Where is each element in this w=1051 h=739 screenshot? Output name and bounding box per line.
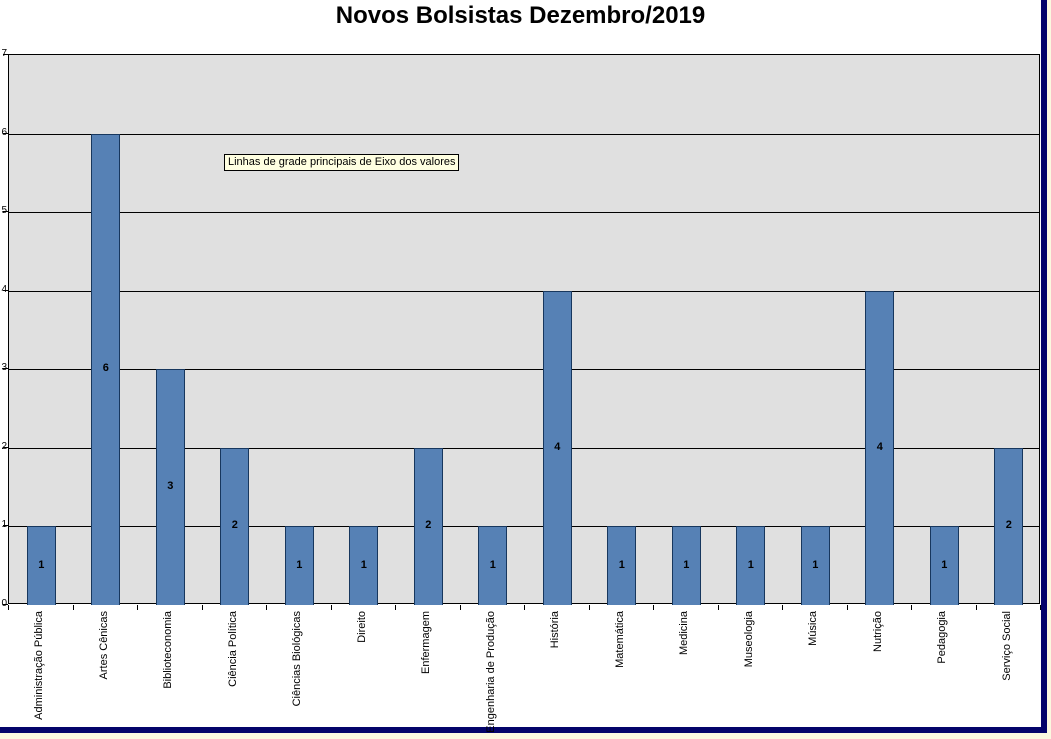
x-tick-mark [911, 605, 912, 610]
major-gridline-4[interactable] [9, 290, 1039, 292]
y-axis-label-5: 5 [1, 205, 7, 217]
y-tick-mark [3, 604, 8, 605]
bar-matematica[interactable] [607, 526, 637, 605]
data-label-medicina[interactable]: 1 [683, 558, 690, 571]
x-tick-mark [588, 605, 590, 610]
y-tick-mark [3, 211, 8, 213]
x-tick-mark [846, 605, 848, 610]
data-label-direito[interactable]: 1 [360, 558, 367, 571]
x-axis-label-enfermagem[interactable]: Enfermagem [420, 611, 433, 674]
major-gridline-6[interactable] [9, 133, 1039, 135]
data-label-engenharia-de-producao[interactable]: 1 [489, 558, 496, 571]
data-label-nutricao[interactable]: 4 [876, 440, 883, 453]
data-label-administracao-publica[interactable]: 1 [38, 558, 45, 571]
y-tick-mark [3, 525, 8, 527]
x-axis-label-medicina[interactable]: Medicina [678, 611, 691, 656]
x-tick-mark [782, 605, 783, 610]
major-gridline-5[interactable] [9, 212, 1039, 214]
data-label-biblioteconomia[interactable]: 3 [167, 480, 174, 493]
plot-area[interactable]: 1 6 3 2 1 1 2 1 4 1 1 1 1 4 1 2 [8, 54, 1040, 605]
data-label-museologia[interactable]: 1 [747, 558, 754, 571]
y-tick-mark [3, 446, 8, 448]
x-tick-mark [975, 605, 977, 610]
x-tick-mark [266, 605, 267, 610]
x-tick-mark [1040, 605, 1041, 610]
data-label-artes-cenicas[interactable]: 6 [102, 362, 109, 375]
y-axis-label-2: 2 [1, 440, 7, 452]
major-gridline-3[interactable] [9, 369, 1039, 371]
x-tick-mark [201, 605, 203, 610]
x-axis-label-matematica[interactable]: Matemática [613, 611, 626, 668]
x-axis-label-servico-social[interactable]: Serviço Social [1000, 611, 1013, 681]
bar-ciencia-politica[interactable] [220, 447, 250, 605]
y-axis-label-6: 6 [1, 126, 7, 138]
bar-direito[interactable] [349, 526, 379, 605]
bar-medicina[interactable] [671, 526, 701, 605]
bar-servico-social[interactable] [994, 447, 1024, 605]
major-gridline-1[interactable] [9, 526, 1039, 528]
x-axis-label-biblioteconomia[interactable]: Biblioteconomia [162, 611, 175, 689]
data-label-ciencias-biologicas[interactable]: 1 [296, 558, 303, 571]
x-tick-mark [524, 605, 525, 610]
y-axis-label-4: 4 [1, 283, 7, 295]
bar-museologia[interactable] [736, 526, 766, 605]
bar-administracao-publica[interactable] [26, 526, 56, 605]
x-tick-mark [8, 605, 9, 610]
x-axis-label-engenharia-de-producao[interactable]: Engenharia de Produção [484, 611, 497, 733]
x-axis-label-ciencia-politica[interactable]: Ciência Política [226, 611, 239, 687]
data-label-musica[interactable]: 1 [812, 558, 819, 571]
data-label-ciencia-politica[interactable]: 2 [231, 519, 238, 532]
y-axis-label-7: 7 [1, 48, 7, 59]
x-tick-mark [717, 605, 719, 610]
data-label-servico-social[interactable]: 2 [1005, 519, 1012, 532]
x-tick-mark [653, 605, 654, 610]
y-axis-label-1: 1 [1, 519, 7, 531]
x-tick-mark [137, 605, 138, 610]
bar-engenharia-de-producao[interactable] [478, 526, 508, 605]
y-tick-mark [3, 368, 8, 370]
x-tick-mark [330, 605, 332, 610]
bar-artes-cenicas[interactable] [91, 133, 121, 605]
y-axis-label-0: 0 [1, 598, 7, 609]
x-axis-label-musica[interactable]: Música [807, 611, 820, 646]
chart-title[interactable]: Novos Bolsistas Dezembro/2019 [335, 2, 706, 29]
bar-biblioteconomia[interactable] [155, 369, 185, 605]
major-gridline-2[interactable] [9, 447, 1039, 449]
x-axis-label-artes-cenicas[interactable]: Artes Cênicas [97, 611, 110, 680]
x-axis-label-ciencias-biologicas[interactable]: Ciências Biológicas [291, 611, 304, 707]
bar-ciencias-biologicas[interactable] [284, 526, 314, 605]
x-tick-mark [395, 605, 396, 610]
y-axis-label-3: 3 [1, 362, 7, 374]
data-label-pedagogia[interactable]: 1 [941, 558, 948, 571]
data-label-enfermagem[interactable]: 2 [425, 519, 432, 532]
bar-historia[interactable] [542, 290, 572, 605]
y-tick-mark [3, 54, 8, 55]
x-axis-label-direito[interactable]: Direito [355, 611, 368, 643]
x-axis-label-pedagogia[interactable]: Pedagogia [936, 611, 949, 664]
x-axis-label-museologia[interactable]: Museologia [742, 611, 755, 668]
y-tick-mark [3, 289, 8, 291]
bar-musica[interactable] [800, 526, 830, 605]
bar-enfermagem[interactable] [413, 447, 443, 605]
gridline-tooltip: Linhas de grade principais de Eixo dos v… [224, 154, 460, 171]
data-label-matematica[interactable]: 1 [618, 558, 625, 571]
bar-nutricao[interactable] [865, 290, 895, 605]
data-label-historia[interactable]: 4 [554, 440, 561, 453]
x-axis-label-nutricao[interactable]: Nutrição [871, 611, 884, 652]
x-axis-label-administracao-publica[interactable]: Administração Pública [33, 611, 46, 720]
bar-pedagogia[interactable] [929, 526, 959, 605]
x-tick-mark [72, 605, 74, 610]
x-axis-label-historia[interactable]: História [549, 611, 562, 649]
x-tick-mark [459, 605, 461, 610]
y-tick-mark [3, 132, 8, 134]
